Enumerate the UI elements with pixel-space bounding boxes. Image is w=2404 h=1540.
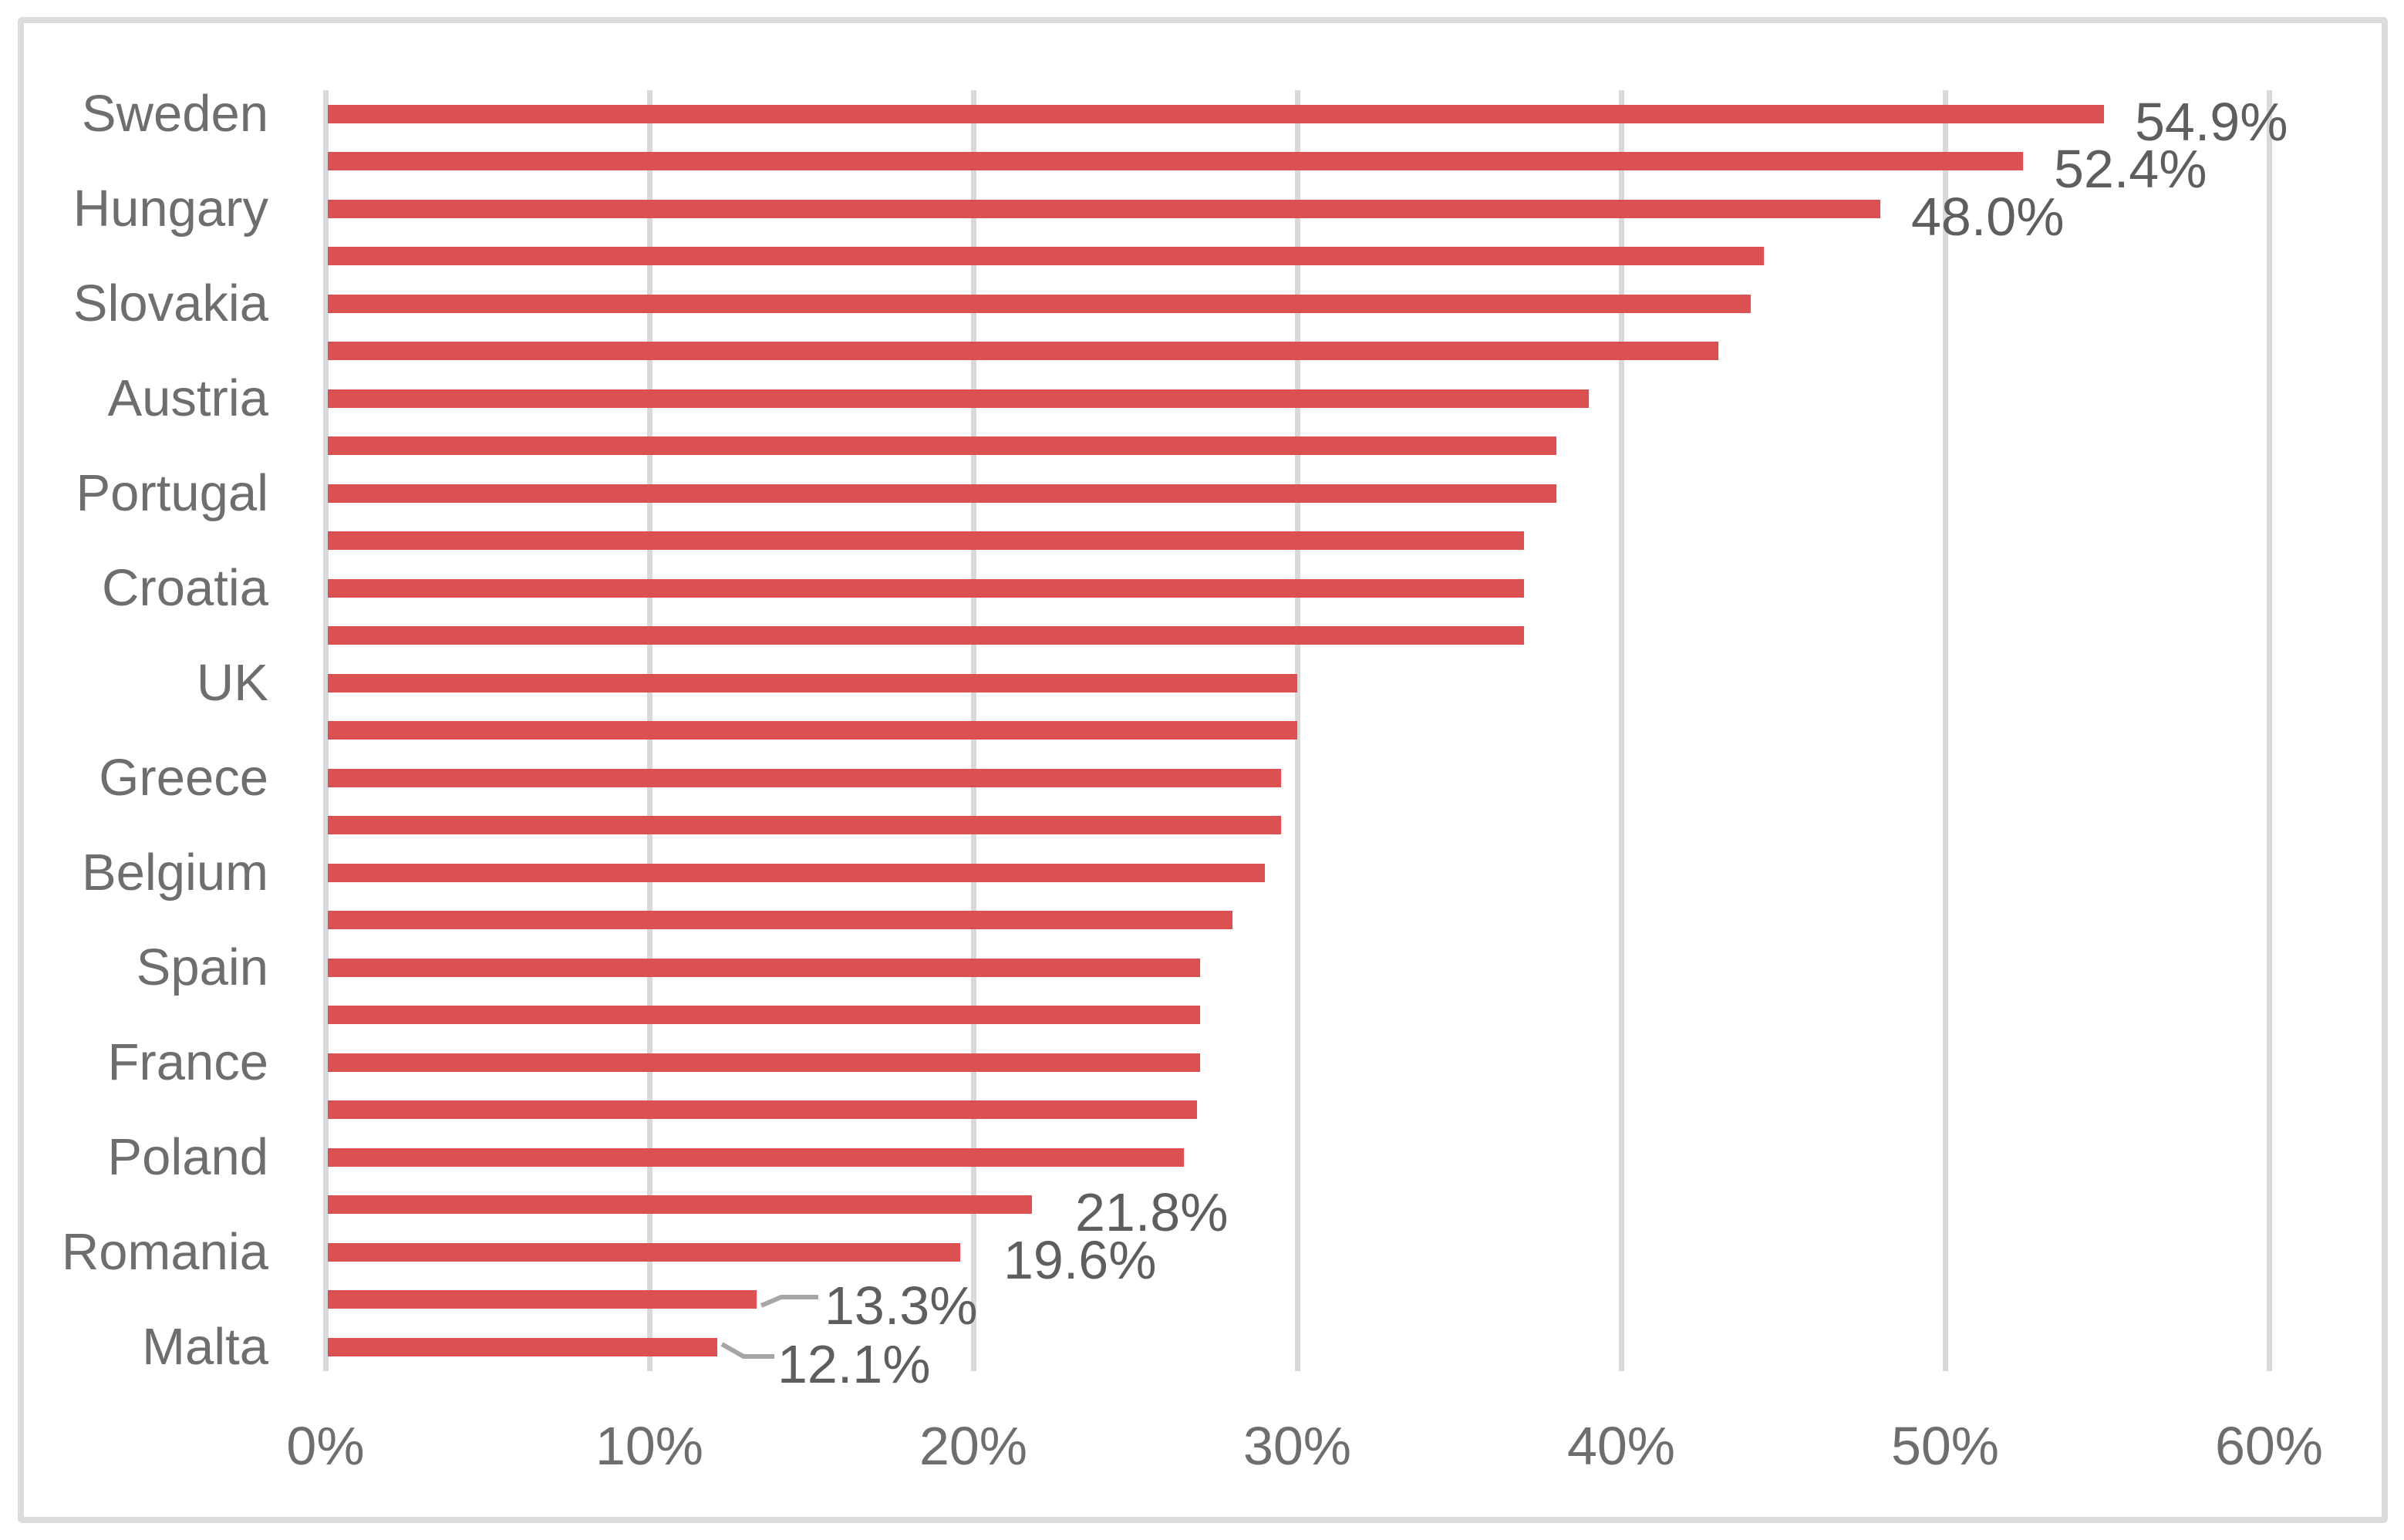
data-label: 13.3% bbox=[824, 1275, 978, 1336]
category-label-portugal: Portugal bbox=[76, 464, 268, 522]
bar-greece bbox=[328, 769, 1281, 787]
x-axis-tick-label: 40% bbox=[1566, 1416, 1676, 1476]
bar-row-12 bbox=[328, 626, 1524, 645]
category-label-austria: Austria bbox=[107, 369, 268, 427]
bar-row-4 bbox=[328, 247, 1764, 265]
bar-uk bbox=[328, 674, 1297, 692]
bar-portugal bbox=[328, 484, 1556, 503]
x-axis-tick-label: 0% bbox=[286, 1416, 365, 1476]
bar-row-10 bbox=[328, 531, 1524, 550]
bar-romania bbox=[328, 1243, 960, 1262]
category-label-belgium: Belgium bbox=[81, 844, 268, 901]
x-axis-tick-label: 60% bbox=[2214, 1416, 2324, 1476]
bar-row-20 bbox=[328, 1006, 1200, 1024]
x-axis-tick-label: 50% bbox=[1890, 1416, 2000, 1476]
bar-row-14 bbox=[328, 721, 1297, 740]
bar-row-22 bbox=[328, 1100, 1197, 1119]
bar-croatia bbox=[328, 579, 1524, 598]
leader-line bbox=[720, 1342, 774, 1359]
vertical-gridline bbox=[1943, 90, 1948, 1371]
bar-austria bbox=[328, 389, 1589, 408]
vertical-gridline bbox=[323, 90, 329, 1371]
bar-belgium bbox=[328, 864, 1265, 882]
data-label: 21.8% bbox=[1075, 1182, 1229, 1242]
bar-row-8 bbox=[328, 436, 1556, 455]
vertical-gridline bbox=[2267, 90, 2272, 1371]
category-label-romania: Romania bbox=[61, 1223, 268, 1281]
bar-row-16 bbox=[328, 816, 1281, 834]
leader-line bbox=[760, 1295, 818, 1308]
bar-france bbox=[328, 1053, 1200, 1072]
data-label: 52.4% bbox=[2054, 139, 2207, 199]
bar-malta bbox=[328, 1338, 717, 1356]
bar-sweden bbox=[328, 105, 2104, 123]
category-label-uk: UK bbox=[196, 654, 268, 712]
bar-poland bbox=[328, 1148, 1184, 1167]
bar-row-2 bbox=[328, 152, 2023, 170]
x-axis-tick-label: 10% bbox=[595, 1416, 704, 1476]
bar-row-24 bbox=[328, 1195, 1032, 1214]
category-label-spain: Spain bbox=[136, 938, 268, 996]
vertical-gridline bbox=[1619, 90, 1624, 1371]
bar-slovakia bbox=[328, 295, 1751, 313]
data-label: 54.9% bbox=[2135, 92, 2288, 152]
category-label-sweden: Sweden bbox=[81, 85, 268, 143]
category-label-poland: Poland bbox=[107, 1128, 268, 1186]
bar-row-18 bbox=[328, 911, 1232, 929]
bar-spain bbox=[328, 959, 1200, 977]
category-label-malta: Malta bbox=[142, 1318, 268, 1376]
bar-row-26 bbox=[328, 1290, 757, 1309]
category-label-france: France bbox=[107, 1033, 268, 1091]
category-label-croatia: Croatia bbox=[102, 559, 268, 617]
category-label-slovakia: Slovakia bbox=[72, 275, 268, 332]
bar-hungary bbox=[328, 200, 1880, 218]
x-axis-tick-label: 30% bbox=[1242, 1416, 1352, 1476]
vertical-gridline bbox=[1295, 90, 1300, 1371]
data-label: 19.6% bbox=[1003, 1230, 1157, 1290]
x-axis-tick-label: 20% bbox=[919, 1416, 1028, 1476]
category-label-greece: Greece bbox=[99, 749, 268, 807]
data-label: 12.1% bbox=[777, 1334, 931, 1394]
category-label-hungary: Hungary bbox=[72, 180, 268, 238]
bar-row-6 bbox=[328, 342, 1718, 360]
data-label: 48.0% bbox=[1911, 187, 2065, 247]
